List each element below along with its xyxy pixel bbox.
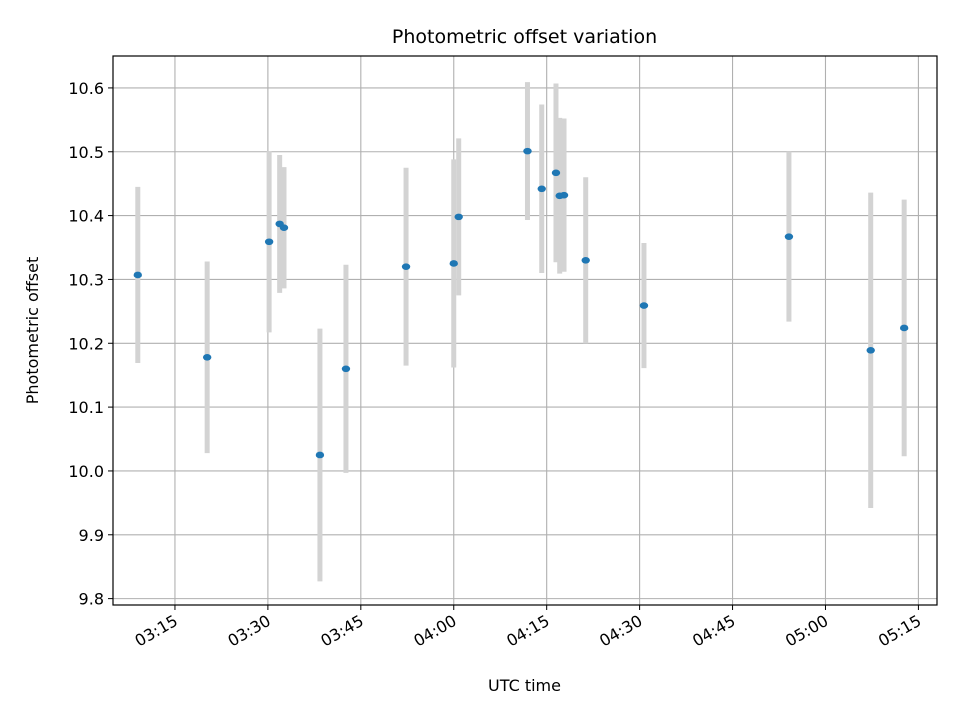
y-tick-label: 10.5 bbox=[68, 143, 104, 162]
y-tick-label: 9.8 bbox=[79, 590, 104, 609]
y-tick-label: 10.2 bbox=[68, 334, 104, 353]
data-point bbox=[279, 224, 289, 232]
data-point bbox=[559, 191, 569, 199]
data-point bbox=[899, 324, 909, 332]
data-point bbox=[639, 302, 649, 309]
y-tick-label: 10.6 bbox=[68, 79, 104, 98]
y-axis-label: Photometric offset bbox=[23, 257, 42, 405]
data-points bbox=[133, 147, 909, 459]
y-tick-label: 10.1 bbox=[68, 398, 104, 417]
data-point bbox=[341, 365, 351, 373]
y-tick-label: 10.3 bbox=[68, 270, 104, 289]
data-point bbox=[133, 271, 142, 279]
data-point bbox=[581, 256, 590, 264]
x-axis-label: UTC time bbox=[488, 676, 561, 695]
data-point bbox=[537, 185, 546, 193]
data-point bbox=[866, 346, 875, 354]
data-point bbox=[551, 169, 561, 177]
data-point bbox=[401, 263, 411, 270]
y-tick-label: 10.0 bbox=[68, 462, 104, 481]
data-point bbox=[264, 238, 274, 246]
data-point bbox=[523, 147, 532, 155]
data-point bbox=[202, 354, 212, 361]
data-point bbox=[315, 451, 325, 459]
y-tick-label: 10.4 bbox=[68, 207, 104, 226]
data-point bbox=[449, 260, 458, 267]
y-tick-label: 9.9 bbox=[79, 526, 104, 545]
data-point bbox=[454, 213, 463, 221]
plot-frame bbox=[112, 55, 938, 606]
data-point bbox=[784, 233, 794, 240]
chart-title: Photometric offset variation bbox=[392, 26, 657, 48]
y-axis-ticks: 9.8 9.9 10.0 10.1 10.2 10.3 10.4 10.5 10.6 bbox=[68, 79, 113, 609]
